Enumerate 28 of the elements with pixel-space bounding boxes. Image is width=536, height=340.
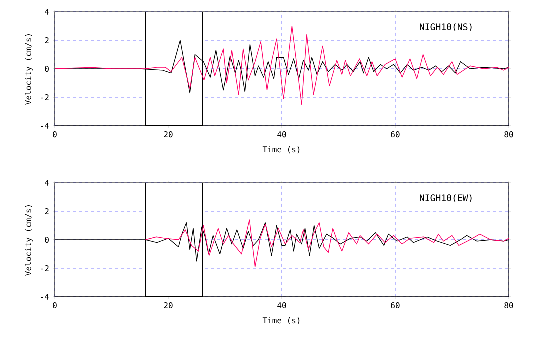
line-series xyxy=(145,220,509,268)
x-tick-label: 20 xyxy=(164,302,173,309)
y-tick-label: 0 xyxy=(45,66,49,72)
annotation: NIGH10(EW) xyxy=(420,194,472,203)
y-tick-label: -4 xyxy=(41,123,50,129)
x-tick-label: 60 xyxy=(391,302,400,309)
y-tick-label: 0 xyxy=(45,236,49,244)
x-tick-label: 0 xyxy=(53,132,57,138)
x-tick-label: 80 xyxy=(504,132,514,138)
y-tick-label: -4 xyxy=(41,294,50,300)
x-tick-label: 40 xyxy=(278,132,286,138)
y-axis-title: Velocity (cm/s) xyxy=(25,34,33,105)
y-tick-label: -2 xyxy=(41,94,49,100)
y-tick-label: -2 xyxy=(41,266,49,272)
x-axis-title: Time (s) xyxy=(262,146,300,154)
y-tick-label: 4 xyxy=(45,9,50,15)
annotation: NIGH10(NS) xyxy=(420,24,472,32)
x-tick-label: 40 xyxy=(278,302,286,309)
x-tick-label: 60 xyxy=(391,132,400,138)
y-tick-label: 2 xyxy=(45,208,49,214)
x-tick-label: 0 xyxy=(53,302,57,309)
x-axis-title: Time (s) xyxy=(262,317,300,325)
x-tick-label: 20 xyxy=(164,132,173,138)
y-tick-label: 2 xyxy=(45,38,49,44)
y-tick-label: 4 xyxy=(45,180,50,186)
y-axis-title: Velocity (cm/s) xyxy=(25,206,33,276)
x-tick-label: 80 xyxy=(504,302,514,309)
line-series xyxy=(55,26,509,105)
